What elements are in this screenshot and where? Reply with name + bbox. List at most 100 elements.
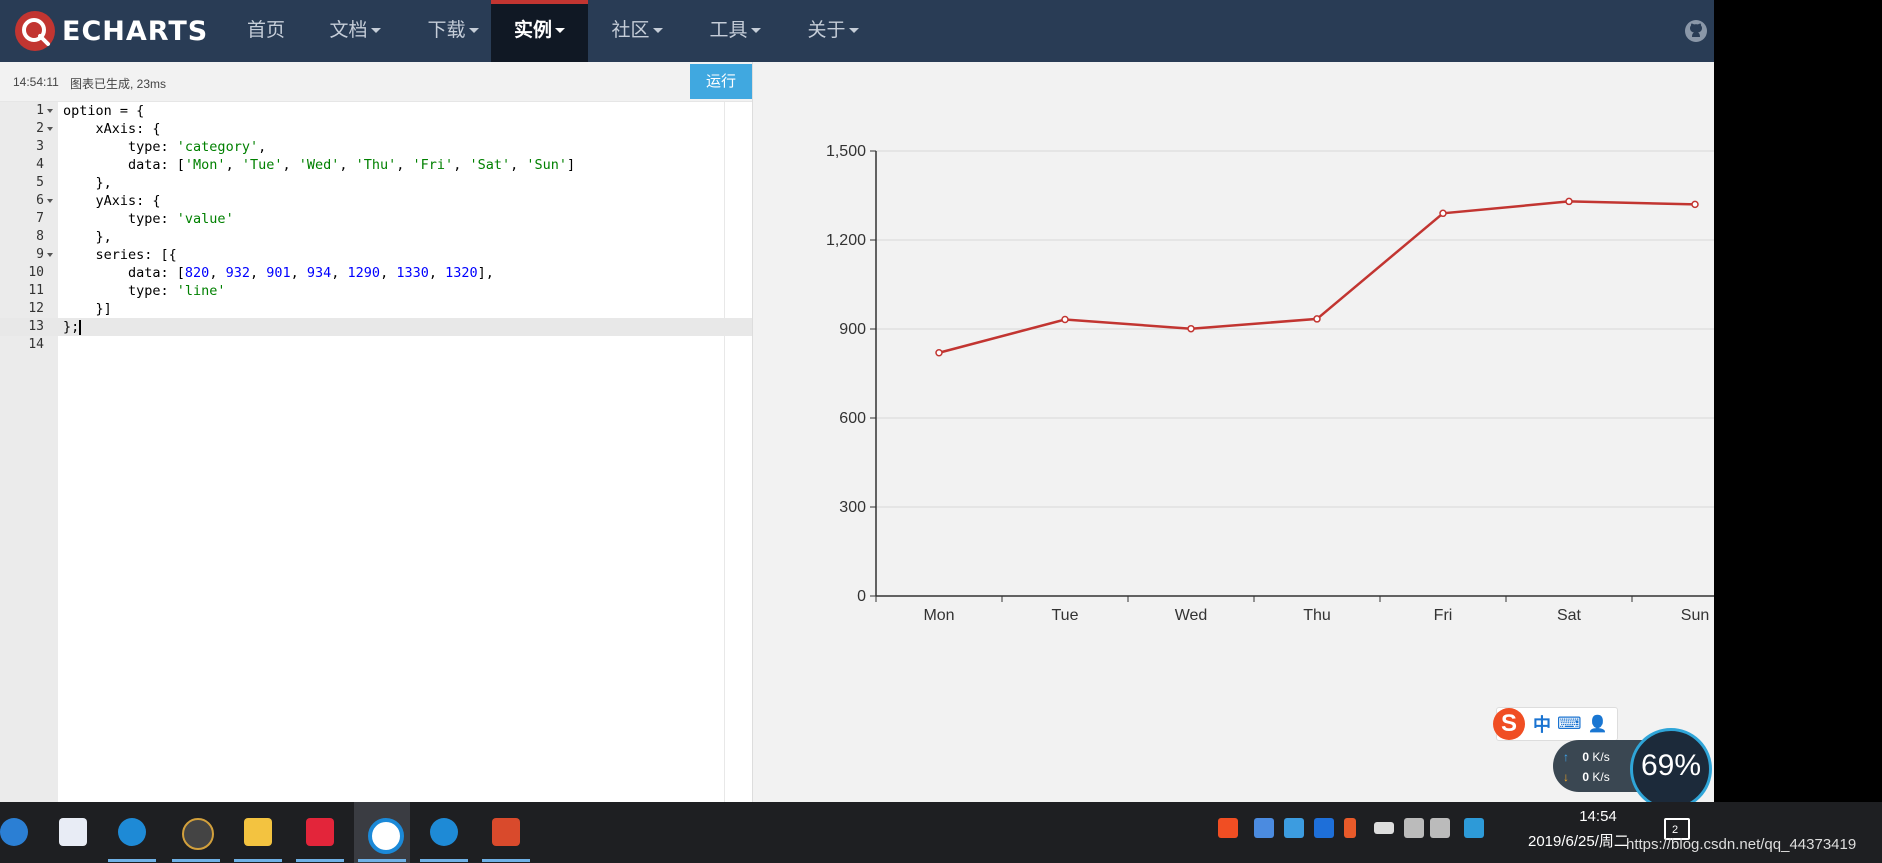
- run-button[interactable]: 运行: [690, 64, 752, 99]
- code-line: 9 series: [{: [0, 246, 752, 264]
- taskbar-clock-time[interactable]: 14:54: [1579, 808, 1617, 825]
- code-line: 8 },: [0, 228, 752, 246]
- user-icon[interactable]: 👤: [1587, 716, 1608, 733]
- nav-item-about[interactable]: 关于: [784, 0, 882, 62]
- taskbar-app-explorer[interactable]: [230, 802, 286, 863]
- nav-label: 文档: [329, 20, 368, 41]
- data-point: [1691, 200, 1699, 209]
- line-number: 10: [28, 265, 44, 280]
- line-number: 1: [36, 103, 44, 118]
- caret-down-icon: [652, 28, 663, 34]
- nav-item-examples[interactable]: 实例: [491, 0, 588, 62]
- cube-tray-icon[interactable]: [1254, 818, 1274, 838]
- taskbar-app-hbuilder[interactable]: [478, 802, 534, 863]
- code-line-active: 13};: [0, 318, 752, 336]
- line-number: 2: [36, 121, 44, 136]
- line-gutter: [0, 102, 58, 802]
- battery-icon[interactable]: [1374, 822, 1394, 834]
- keyboard-icon[interactable]: ⌨: [1557, 714, 1582, 733]
- y-tick-label: 300: [839, 499, 866, 516]
- app-window: ECHARTS 首页 文档 下载 实例 社区 工具 关于 14:54:11 图表…: [0, 0, 1714, 863]
- taskbar-app-feishu[interactable]: [45, 802, 101, 863]
- input-tray-icon[interactable]: [1464, 818, 1484, 838]
- line-chart[interactable]: 0 300 600 900 1,200 1,500 Mon Tue Wed Thu Fri Sat Su…: [753, 62, 1714, 802]
- code-line: 6 yAxis: {: [0, 192, 752, 210]
- text-cursor: [79, 319, 82, 335]
- y-tick-label: 600: [839, 410, 866, 427]
- taskbar-app-ie[interactable]: [104, 802, 160, 863]
- app-tray-icon[interactable]: [1284, 818, 1304, 838]
- line-number: 8: [36, 229, 44, 244]
- top-navbar: ECHARTS 首页 文档 下载 实例 社区 工具 关于: [0, 0, 1714, 62]
- nav-label: 首页: [246, 20, 285, 41]
- fold-arrow-icon[interactable]: [47, 199, 53, 203]
- network-speed-widget[interactable]: ↑ 0 K/s ↓ 0 K/s: [1553, 740, 1643, 792]
- download-speed: ↓ 0 K/s: [1563, 770, 1610, 784]
- nav-item-docs[interactable]: 文档: [306, 0, 404, 62]
- code-text: type: 'category',: [63, 139, 267, 155]
- code-line: 12 }]: [0, 300, 752, 318]
- code-text: data: ['Mon', 'Tue', 'Wed', 'Thu', 'Fri'…: [63, 157, 576, 173]
- line-number: 9: [36, 247, 44, 262]
- taskbar-app-browser[interactable]: [0, 802, 42, 863]
- series-line: [938, 200, 1696, 354]
- fold-arrow-icon[interactable]: [47, 109, 53, 113]
- status-message: 图表已生成, 23ms: [70, 77, 167, 91]
- upload-unit: K/s: [1592, 750, 1610, 764]
- cpu-usage-value: 69%: [1640, 749, 1702, 782]
- ie-icon: [430, 818, 458, 846]
- taskbar-app-ie2[interactable]: [416, 802, 472, 863]
- logo-text: ECHARTS: [62, 15, 209, 47]
- sogou-tray-icon[interactable]: [1218, 818, 1238, 838]
- data-point: [1439, 209, 1447, 218]
- echarts-logo-icon: [15, 11, 55, 51]
- hbuilder-icon: [492, 818, 520, 846]
- nav-item-download[interactable]: 下载: [404, 0, 502, 62]
- volume-icon[interactable]: [1430, 818, 1450, 838]
- taskbar-app-xmind[interactable]: [292, 802, 348, 863]
- taskbar-clock-date[interactable]: 2019/6/25/周二: [1528, 833, 1629, 850]
- code-line: 3 type: 'category',: [0, 138, 752, 156]
- taskbar-app-settings[interactable]: [168, 802, 224, 863]
- y-tick-label: 1,500: [826, 143, 866, 160]
- gear-icon: [182, 818, 214, 850]
- fold-arrow-icon[interactable]: [47, 253, 53, 257]
- data-point: [935, 348, 943, 357]
- nav-label: 实例: [513, 20, 552, 41]
- code-text: type: 'value': [63, 211, 234, 227]
- nav-item-community[interactable]: 社区: [588, 0, 686, 62]
- fold-arrow-icon[interactable]: [47, 127, 53, 131]
- alert-tray-icon[interactable]: [1344, 818, 1356, 838]
- sogou-ime-icon[interactable]: S: [1493, 708, 1525, 740]
- folder-icon: [244, 818, 272, 846]
- data-point: [1313, 315, 1321, 323]
- line-number: 11: [28, 283, 44, 298]
- echarts-logo[interactable]: ECHARTS: [14, 10, 208, 52]
- nav-item-home[interactable]: 首页: [226, 0, 306, 62]
- x-tick-label: Sat: [1557, 607, 1582, 624]
- wifi-icon[interactable]: [1404, 818, 1424, 838]
- cpu-usage-gauge[interactable]: 69%: [1630, 728, 1712, 810]
- shield-tray-icon[interactable]: [1314, 818, 1334, 838]
- ime-toolbar[interactable]: S 中 ⌨ 👤: [1493, 707, 1618, 741]
- code-line: 7 type: 'value': [0, 210, 752, 228]
- watermark-text: https://blog.csdn.net/qq_44373419: [1626, 836, 1857, 853]
- caret-down-icon: [750, 28, 761, 34]
- download-unit: K/s: [1592, 770, 1610, 784]
- upload-arrow-icon: ↑: [1563, 750, 1569, 764]
- code-editor[interactable]: 1 option = { 2 xAxis: { 3 type: 'category…: [0, 102, 752, 354]
- print-margin: [724, 102, 725, 802]
- notification-icon[interactable]: [1664, 818, 1690, 840]
- data-point: [1061, 315, 1069, 324]
- y-tick-label: 1,200: [826, 232, 866, 249]
- x-tick-label: Fri: [1434, 607, 1453, 624]
- code-text: },: [63, 229, 112, 245]
- line-number: 12: [28, 301, 44, 316]
- ime-chinese-mode[interactable]: 中: [1533, 715, 1551, 735]
- bird-app-icon: [59, 818, 87, 846]
- nav-item-tools[interactable]: 工具: [686, 0, 784, 62]
- taskbar-app-echarts[interactable]: [354, 802, 410, 863]
- windows-taskbar: [0, 802, 1882, 863]
- github-icon[interactable]: [1684, 19, 1708, 43]
- nav-label: 社区: [611, 20, 650, 41]
